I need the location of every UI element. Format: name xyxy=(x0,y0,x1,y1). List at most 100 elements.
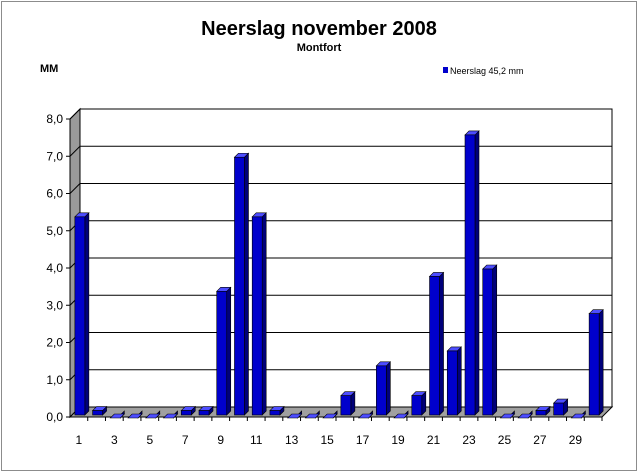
x-tick-label: 1 xyxy=(76,433,83,447)
bar-top xyxy=(357,413,374,419)
bar-side xyxy=(492,264,498,416)
x-tick-label: 3 xyxy=(111,433,118,447)
bar xyxy=(570,410,587,419)
bar xyxy=(552,398,569,416)
gridline-side xyxy=(69,145,81,157)
bar xyxy=(393,410,409,419)
y-tick-label: 0,0 xyxy=(46,410,63,424)
bar-top xyxy=(109,413,126,419)
bar-front xyxy=(92,410,103,416)
bar-top xyxy=(304,413,321,419)
bar-front xyxy=(446,350,458,416)
bar xyxy=(198,405,214,416)
x-tick-label: 11 xyxy=(250,433,263,447)
gridline-side xyxy=(69,183,81,194)
bar-side xyxy=(439,271,444,416)
bar-front xyxy=(251,216,263,416)
bar xyxy=(411,390,427,416)
gridline-side xyxy=(69,108,81,120)
y-tick-label: 2,0 xyxy=(46,336,63,350)
bar xyxy=(517,410,533,419)
bar-side xyxy=(386,361,391,416)
bar-side xyxy=(474,130,480,416)
plot-area: 0,01,02,03,04,05,06,07,08,01 3 5 7 9 11 13 15 17… xyxy=(46,107,614,447)
bar-front xyxy=(411,395,423,416)
x-tick-label: 5 xyxy=(146,433,153,447)
bar-top xyxy=(162,413,179,419)
bar-front xyxy=(464,134,476,416)
bar xyxy=(375,361,392,416)
bar xyxy=(162,410,179,419)
bar xyxy=(304,410,321,419)
y-tick-label: 5,0 xyxy=(46,224,63,238)
x-tick-label: 23 xyxy=(462,433,476,447)
bar-top xyxy=(499,413,516,419)
bar-front xyxy=(376,365,387,416)
bar xyxy=(446,346,462,416)
y-axis-unit-label: MM xyxy=(40,63,58,75)
bar xyxy=(588,308,604,416)
bar-front xyxy=(535,410,547,416)
x-tick-label: 15 xyxy=(320,433,334,447)
y-tick-label: 3,0 xyxy=(46,298,63,312)
legend: Neerslag 45,2 mm xyxy=(443,66,524,76)
bar-front xyxy=(180,410,192,416)
bar xyxy=(464,130,480,416)
bar xyxy=(357,410,374,419)
bar-front xyxy=(74,216,86,416)
bar xyxy=(340,390,356,416)
bar xyxy=(109,410,126,419)
bar-front xyxy=(340,395,352,416)
x-tick-label: 9 xyxy=(217,433,224,447)
bar xyxy=(428,271,445,416)
bar xyxy=(216,286,232,416)
bar-side xyxy=(84,212,90,416)
bar-side xyxy=(456,346,462,416)
x-tick-label: 25 xyxy=(498,433,512,447)
chart-title: Neerslag november 2008 xyxy=(201,18,437,40)
bar xyxy=(482,264,498,416)
bar-top xyxy=(393,413,409,419)
bar xyxy=(180,405,196,416)
bar xyxy=(286,410,303,419)
chart-subtitle: Montfort xyxy=(297,42,342,54)
bar-top xyxy=(127,413,143,419)
bar-top xyxy=(286,413,303,419)
bar-side xyxy=(244,152,249,416)
bar xyxy=(91,405,108,416)
bar xyxy=(127,410,143,419)
y-tick-label: 1,0 xyxy=(46,373,63,387)
bar-front xyxy=(234,156,245,416)
bar-top xyxy=(517,413,533,419)
bar xyxy=(145,410,161,419)
bar-front xyxy=(269,410,281,416)
y-tick-label: 8,0 xyxy=(46,112,63,126)
bar-top xyxy=(322,413,338,419)
bar xyxy=(269,405,285,416)
x-tick-label: 19 xyxy=(391,433,405,447)
bar xyxy=(233,152,250,416)
bar xyxy=(322,410,338,419)
bar xyxy=(499,410,516,419)
bar-front xyxy=(553,402,564,416)
bar xyxy=(251,212,267,416)
y-tick-label: 4,0 xyxy=(46,261,63,275)
y-tick-label: 6,0 xyxy=(46,187,63,201)
bar-front xyxy=(198,410,210,416)
bar-side xyxy=(226,286,232,416)
bar-side xyxy=(261,212,267,416)
bar-front xyxy=(588,313,600,416)
bar-front xyxy=(429,276,440,416)
x-tick-label: 13 xyxy=(285,433,299,447)
bar xyxy=(535,405,551,416)
bar-top xyxy=(145,413,161,419)
y-tick-label: 7,0 xyxy=(46,149,63,163)
legend-swatch xyxy=(443,67,448,73)
x-tick-label: 29 xyxy=(569,433,583,447)
bar-top xyxy=(570,413,587,419)
x-tick-label: 21 xyxy=(427,433,441,447)
x-tick-label: 27 xyxy=(533,433,547,447)
x-tick-label: 17 xyxy=(356,433,370,447)
